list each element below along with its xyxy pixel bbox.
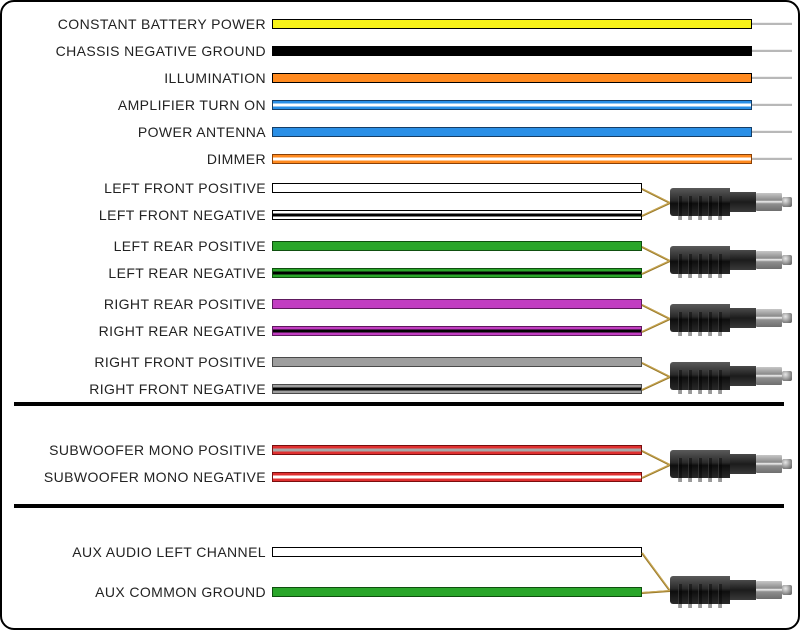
wire-label: LEFT FRONT POSITIVE (20, 180, 272, 196)
connector-neck (730, 192, 756, 212)
connector-lead (642, 202, 671, 217)
wire-label: LEFT REAR NEGATIVE (20, 265, 272, 281)
connector-lead (642, 246, 671, 262)
connector-lead (642, 464, 671, 479)
connector-lead (642, 362, 671, 378)
bare-wire-end (752, 49, 792, 52)
bare-wire-end (752, 22, 792, 25)
wire-row-power-antenna: POWER ANTENNA (20, 120, 272, 144)
wire-label: RIGHT REAR NEGATIVE (20, 323, 272, 339)
wire-label: AMPLIFIER TURN ON (20, 97, 272, 113)
wire-label: DIMMER (20, 151, 272, 167)
wire (272, 268, 642, 278)
wire-label: SUBWOOFER MONO POSITIVE (20, 442, 272, 458)
connector-lead (642, 450, 671, 466)
bare-wire-end (752, 103, 792, 106)
wire-label: AUX AUDIO LEFT CHANNEL (20, 544, 272, 560)
rca-connector (670, 570, 800, 610)
connector-lead (642, 304, 671, 320)
wire-label: SUBWOOFER MONO NEGATIVE (20, 469, 272, 485)
rca-connector (670, 240, 800, 280)
wire (272, 445, 642, 455)
connector-neck (730, 250, 756, 270)
connector-tip (782, 371, 792, 381)
connector-barrel (756, 251, 782, 269)
wire (272, 384, 642, 394)
connector-grip (670, 362, 730, 390)
wire-label: AUX COMMON GROUND (20, 584, 272, 600)
wire (272, 357, 642, 367)
wire (272, 210, 642, 220)
wire-label: RIGHT FRONT NEGATIVE (20, 381, 272, 397)
wire-label: POWER ANTENNA (20, 124, 272, 140)
connector-barrel (756, 581, 782, 599)
wire-label: CONSTANT BATTERY POWER (20, 16, 272, 32)
connector-lead (641, 552, 671, 591)
connector-tip (782, 313, 792, 323)
connector-grip (670, 576, 730, 604)
diagram-frame: CONSTANT BATTERY POWER CHASSIS NEGATIVE G… (0, 0, 800, 630)
section-divider (14, 504, 784, 508)
wire (272, 472, 642, 482)
connector-tip (782, 255, 792, 265)
wire-row-left-rear-neg: LEFT REAR NEGATIVE (20, 261, 272, 285)
connector-lead (642, 318, 671, 333)
wire (272, 299, 642, 309)
connector-barrel (756, 193, 782, 211)
bare-wire-end (752, 76, 792, 79)
wire-label: RIGHT REAR POSITIVE (20, 296, 272, 312)
connector-neck (730, 454, 756, 474)
connector-tip (782, 459, 792, 469)
bare-wire-end (752, 130, 792, 133)
wire-row-constant-battery: CONSTANT BATTERY POWER (20, 12, 272, 36)
connector-lead (642, 590, 670, 594)
wire-label: CHASSIS NEGATIVE GROUND (20, 43, 272, 59)
connector-barrel (756, 455, 782, 473)
wire-row-dimmer: DIMMER (20, 147, 272, 171)
rca-connector (670, 298, 800, 338)
connector-lead (642, 188, 671, 204)
connector-neck (730, 366, 756, 386)
connector-tip (782, 585, 792, 595)
wire-row-aux-ground: AUX COMMON GROUND (20, 580, 272, 604)
wire-row-chassis-ground: CHASSIS NEGATIVE GROUND (20, 39, 272, 63)
wire (272, 183, 642, 193)
wire-label: LEFT REAR POSITIVE (20, 238, 272, 254)
bare-wire-end (752, 157, 792, 160)
rca-connector (670, 444, 800, 484)
wire (272, 326, 642, 336)
wire-row-illumination: ILLUMINATION (20, 66, 272, 90)
connector-grip (670, 246, 730, 274)
wire-label: LEFT FRONT NEGATIVE (20, 207, 272, 223)
section-divider (14, 402, 784, 406)
connector-neck (730, 580, 756, 600)
diagram-content: CONSTANT BATTERY POWER CHASSIS NEGATIVE G… (20, 12, 798, 628)
wire-label: ILLUMINATION (20, 70, 272, 86)
rca-connector (670, 182, 800, 222)
wire-row-right-rear-pos: RIGHT REAR POSITIVE (20, 292, 272, 316)
wire-row-amp-turn-on: AMPLIFIER TURN ON (20, 93, 272, 117)
wire-row-right-front-pos: RIGHT FRONT POSITIVE (20, 350, 272, 374)
wire-row-subwoofer-neg: SUBWOOFER MONO NEGATIVE (20, 465, 272, 489)
wire-row-left-rear-pos: LEFT REAR POSITIVE (20, 234, 272, 258)
connector-barrel (756, 367, 782, 385)
connector-grip (670, 450, 730, 478)
wire-label: RIGHT FRONT POSITIVE (20, 354, 272, 370)
connector-lead (642, 376, 671, 391)
connector-grip (670, 304, 730, 332)
wire-row-left-front-neg: LEFT FRONT NEGATIVE (20, 203, 272, 227)
connector-grip (670, 188, 730, 216)
wire-row-right-front-neg: RIGHT FRONT NEGATIVE (20, 377, 272, 401)
connector-neck (730, 308, 756, 328)
connector-tip (782, 197, 792, 207)
connector-lead (642, 260, 671, 275)
wire-row-left-front-pos: LEFT FRONT POSITIVE (20, 176, 272, 200)
connector-barrel (756, 309, 782, 327)
wire-row-subwoofer-pos: SUBWOOFER MONO POSITIVE (20, 438, 272, 462)
wire (272, 241, 642, 251)
wire-row-aux-left: AUX AUDIO LEFT CHANNEL (20, 540, 272, 564)
wire-row-right-rear-neg: RIGHT REAR NEGATIVE (20, 319, 272, 343)
rca-connector (670, 356, 800, 396)
